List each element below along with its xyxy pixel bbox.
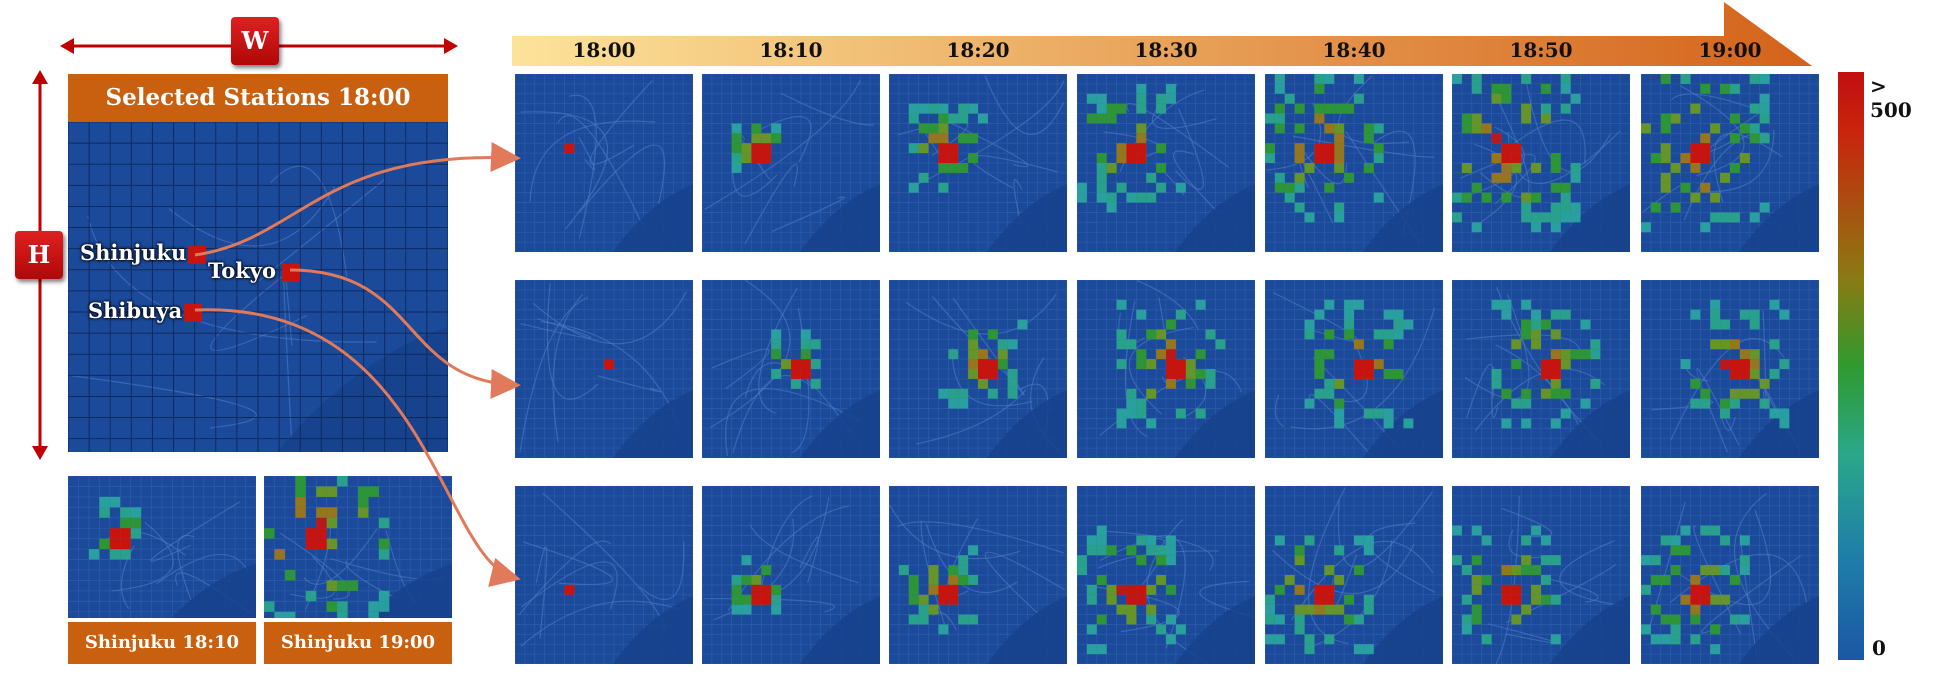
heatmap-panel [889, 74, 1067, 252]
heatmap-panel [1641, 280, 1819, 458]
station-label-shinjuku: Shinjuku [80, 240, 187, 265]
heatmap-panel [889, 280, 1067, 458]
heatmap-panel [515, 486, 693, 664]
station-label-tokyo: Tokyo [208, 258, 276, 283]
heatmap-panel [889, 486, 1067, 664]
heatmap-panel [1452, 486, 1630, 664]
time-label: 19:00 [1698, 38, 1762, 62]
thumbnail-caption: Shinjuku 18:10 [68, 622, 256, 664]
heatmap-panel [1452, 280, 1630, 458]
heatmap-panel [1265, 74, 1443, 252]
thumbnail-caption: Shinjuku 19:00 [264, 622, 452, 664]
heatmap-panel [1077, 486, 1255, 664]
time-label: 18:30 [1134, 38, 1198, 62]
heatmap-panel [1265, 486, 1443, 664]
heatmap-panel [1077, 74, 1255, 252]
heatmap-panel [515, 74, 693, 252]
thumbnail-shinjuku-1810 [68, 476, 256, 618]
connector-shinjuku [194, 142, 521, 257]
heatmap-panel [702, 74, 880, 252]
heatmap-panel [1265, 280, 1443, 458]
height-badge: H [15, 231, 63, 279]
station-marker [282, 264, 300, 282]
station-label-shibuya: Shibuya [88, 298, 183, 323]
heatmap-panel [1452, 74, 1630, 252]
color-scale-bar [1838, 72, 1864, 660]
timeline-arrow [512, 2, 1812, 66]
heatmap-panel [702, 280, 880, 458]
colorbar-max-label: > 500 [1870, 74, 1912, 122]
main-map-title: Selected Stations 18:00 [68, 74, 448, 122]
time-label: 18:40 [1322, 38, 1386, 62]
colorbar-min-label: 0 [1872, 636, 1886, 660]
heatmap-panel [515, 280, 693, 458]
time-label: 18:50 [1509, 38, 1573, 62]
time-label: 18:20 [946, 38, 1010, 62]
thumbnail-shinjuku-1900 [264, 476, 452, 618]
time-label: 18:10 [759, 38, 823, 62]
connector-tokyo [289, 268, 521, 399]
heatmap-panel [1077, 280, 1255, 458]
time-label: 18:00 [572, 38, 636, 62]
heatmap-panel [1641, 74, 1819, 252]
heatmap-panel [702, 486, 880, 664]
heatmap-panel [1641, 486, 1819, 664]
width-badge: W [231, 17, 279, 65]
connector-shibuya [194, 308, 521, 587]
